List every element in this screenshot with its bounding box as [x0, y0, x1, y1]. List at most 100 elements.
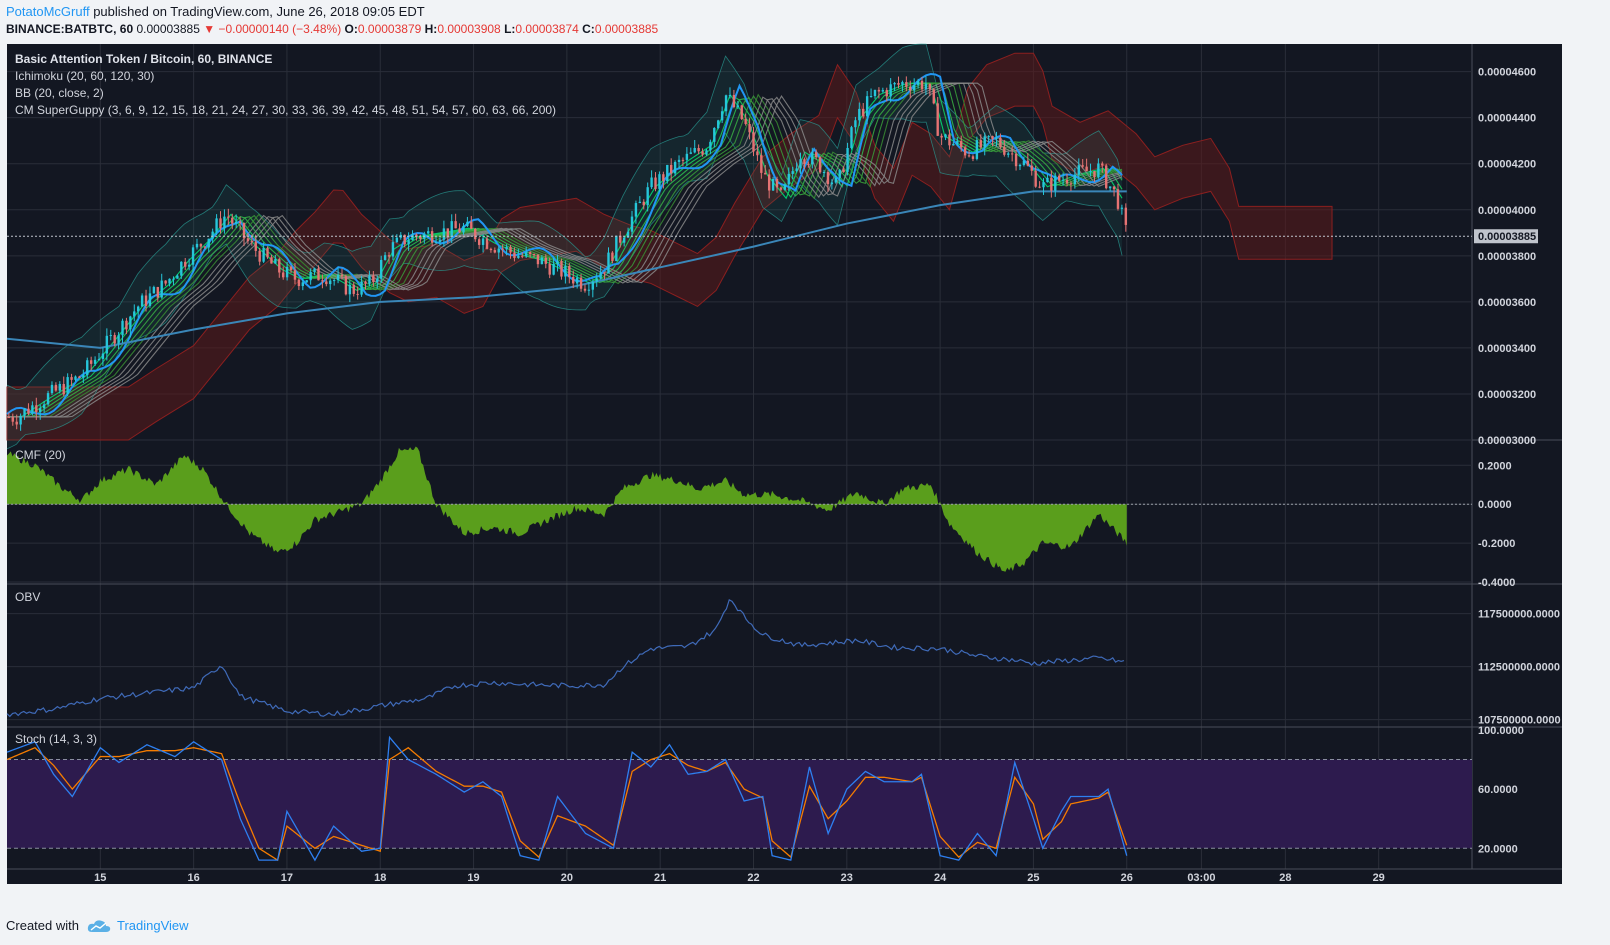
- candle-body: [885, 90, 888, 97]
- candle-body: [736, 105, 740, 108]
- indicator-legend: CM SuperGuppy (3, 6, 9, 12, 15, 18, 21, …: [15, 103, 556, 117]
- candle-body: [1085, 166, 1088, 172]
- candle-body: [282, 272, 285, 278]
- candle-body: [877, 89, 881, 92]
- candle-body: [975, 140, 979, 159]
- candle-body: [720, 111, 724, 121]
- candle-body: [1120, 207, 1124, 209]
- open-value: 0.00003879: [357, 22, 422, 36]
- candle-body: [313, 268, 316, 273]
- candle-body: [187, 264, 191, 267]
- candle-body: [658, 174, 661, 189]
- candle-body: [39, 408, 42, 413]
- candle-body: [1101, 163, 1104, 166]
- time-axis-label: 18: [374, 872, 386, 884]
- candle-body: [842, 169, 845, 172]
- candle-body: [474, 228, 477, 240]
- candle-body: [176, 275, 179, 279]
- bollinger-band-fill: [7, 44, 1123, 449]
- candle-body: [446, 228, 450, 238]
- candle-body: [1073, 174, 1077, 185]
- candle-body: [1046, 177, 1049, 183]
- candle-body: [799, 159, 802, 169]
- price-axis-label: 0.00003600: [1478, 297, 1536, 309]
- candle-body: [767, 174, 771, 191]
- candle-body: [250, 241, 254, 243]
- candle-body: [568, 266, 571, 278]
- candle-body: [293, 270, 297, 280]
- candle-body: [105, 335, 109, 354]
- candle-body: [873, 89, 877, 96]
- candle-body: [470, 221, 473, 229]
- candle-body: [509, 247, 512, 253]
- candle-body: [756, 151, 759, 156]
- close-value: 0.00003885: [594, 22, 659, 36]
- candle-body: [822, 172, 826, 174]
- candle-body: [70, 377, 73, 380]
- candle-body: [42, 404, 46, 409]
- candle-body: [133, 311, 136, 317]
- candle-body: [760, 155, 763, 173]
- candle-body: [960, 141, 963, 148]
- stoch-axis-label: 20.0000: [1478, 843, 1518, 855]
- candle-body: [438, 239, 442, 242]
- cmf-axis-label: 0.2000: [1478, 460, 1512, 472]
- candle-body: [560, 261, 563, 277]
- stoch-axis-label: 100.0000: [1478, 725, 1524, 737]
- candle-body: [1018, 164, 1022, 167]
- candle-body: [826, 172, 830, 185]
- author-link[interactable]: PotatoMcGruff: [6, 4, 90, 19]
- candle-body: [332, 280, 336, 282]
- candle-body: [697, 147, 700, 152]
- symbol-label: BINANCE:BATBTC, 60: [6, 22, 134, 36]
- candle-body: [164, 280, 167, 284]
- candle-body: [995, 137, 998, 139]
- tradingview-brand[interactable]: TradingView: [87, 918, 189, 933]
- candle-body: [501, 248, 504, 250]
- cmf-axis-label: -0.4000: [1478, 577, 1515, 589]
- candle-body: [548, 263, 551, 275]
- time-axis-label: 03:00: [1187, 872, 1215, 884]
- candle-body: [450, 221, 453, 238]
- candle-body: [622, 237, 626, 243]
- candle-body: [246, 238, 250, 242]
- candle-body: [297, 279, 301, 287]
- candle-body: [634, 203, 638, 217]
- candle-body: [685, 153, 689, 160]
- candle-body: [180, 261, 183, 276]
- candle-body: [497, 248, 500, 253]
- candle-body: [1069, 183, 1073, 185]
- cloud-logo-icon: [87, 919, 111, 932]
- ma-200-line: [6, 190, 1127, 349]
- last-price-label: 0.00003885: [1478, 231, 1536, 243]
- candle-body: [227, 216, 230, 218]
- candle-body: [889, 84, 892, 97]
- candle-body: [168, 278, 171, 284]
- price-axis-label: 0.00004600: [1478, 67, 1536, 79]
- candle-body: [967, 155, 971, 157]
- candle-body: [391, 242, 395, 257]
- candle-body: [129, 316, 132, 330]
- candle-body: [956, 141, 959, 144]
- candle-body: [693, 147, 696, 153]
- candle-body: [1007, 153, 1010, 155]
- candle-body: [211, 231, 214, 239]
- candle-body: [940, 135, 943, 138]
- candle-body: [1014, 153, 1018, 167]
- candle-body: [713, 127, 716, 142]
- candle-body: [372, 275, 375, 282]
- candle-body: [630, 216, 634, 232]
- candle-body: [858, 108, 861, 121]
- publish-info: published on TradingView.com, June 26, 2…: [93, 4, 425, 19]
- chart-title: Basic Attention Token / Bitcoin, 60, BIN…: [15, 52, 272, 66]
- candle-body: [238, 221, 242, 224]
- candle-body: [54, 384, 58, 391]
- candle-body: [556, 261, 559, 264]
- candle-body: [195, 243, 199, 248]
- candle-body: [329, 280, 332, 285]
- candle-body: [109, 335, 112, 337]
- stoch-k-line: [6, 735, 1128, 862]
- candle-body: [587, 289, 591, 291]
- candle-body: [701, 151, 704, 155]
